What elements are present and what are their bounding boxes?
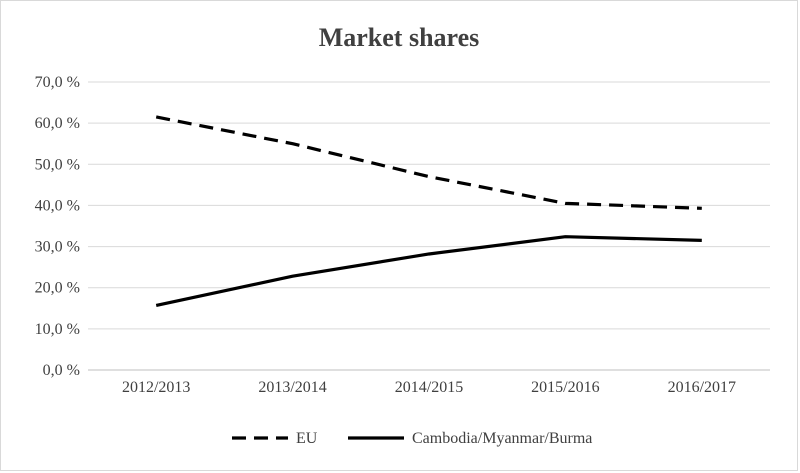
y-tick-label: 50,0 % [35,156,80,173]
legend-label: EU [296,430,318,447]
legend-item-eu: EU [232,430,318,447]
y-tick-label: 30,0 % [35,239,80,256]
y-axis-ticks: 0,0 % 10,0 % 20,0 % 30,0 % 40,0 % 50,0 % 60,0 … [35,74,80,379]
chart-title: Market shares [319,23,480,52]
x-tick-label: 2014/2015 [395,379,463,396]
x-tick-label: 2015/2016 [531,379,599,396]
series-lines [155,115,702,307]
legend-item-cambodia-myanmar-burma: Cambodia/Myanmar/Burma [348,430,592,447]
y-tick-label: 20,0 % [35,280,80,297]
x-axis-ticks: 2012/2013 2013/2014 2014/2015 2015/2016 2016… [122,379,736,396]
x-tick-label: 2013/2014 [258,379,326,396]
x-tick-label: 2016/2017 [668,379,736,396]
y-tick-label: 60,0 % [35,115,80,132]
legend: EU Cambodia/Myanmar/Burma [232,430,592,447]
x-tick-label: 2012/2013 [122,379,190,396]
legend-label: Cambodia/Myanmar/Burma [412,430,592,447]
y-tick-label: 0,0 % [43,362,80,379]
series-line-cambodia-myanmar-burma [155,235,702,307]
y-tick-label: 70,0 % [35,74,80,91]
y-tick-label: 40,0 % [35,197,80,214]
y-tick-label: 10,0 % [35,321,80,338]
series-line-eu [155,115,702,210]
